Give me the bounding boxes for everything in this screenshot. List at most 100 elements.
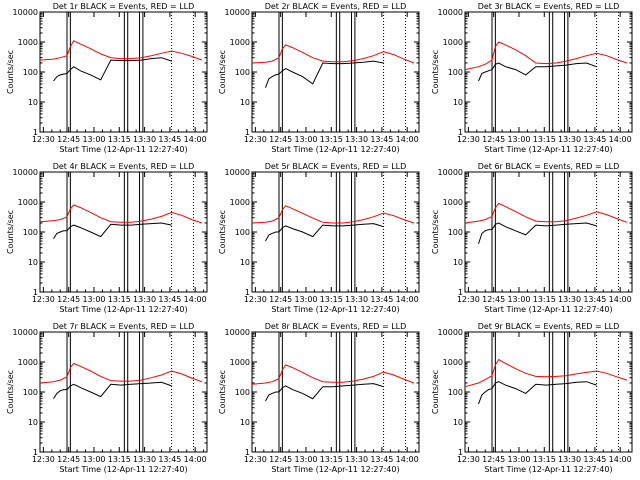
y-tick-label: 1 — [458, 288, 463, 297]
x-tick-label: 13:45 — [583, 455, 606, 464]
x-tick-label: 13:15 — [533, 135, 556, 144]
lld-series-line — [251, 205, 415, 224]
y-tick-label: 10000 — [13, 8, 38, 17]
x-axis-label: Start Time (12-Apr-11 12:27:40) — [484, 305, 612, 314]
x-tick-label: 12:30 — [32, 135, 55, 144]
y-tick-label: 10000 — [225, 168, 250, 177]
x-tick-label: 14:00 — [184, 455, 207, 464]
y-tick-label: 100 — [23, 388, 38, 397]
x-tick-label: 13:00 — [82, 135, 105, 144]
panel-title: Det 1r BLACK = Events, RED = LLD — [53, 2, 195, 11]
x-tick-label: 12:45 — [57, 455, 80, 464]
y-tick-label: 10 — [240, 418, 250, 427]
x-tick-label: 13:00 — [294, 135, 317, 144]
y-tick-label: 100 — [448, 388, 463, 397]
events-series-line — [478, 62, 597, 82]
y-tick-label: 10000 — [438, 328, 463, 337]
y-tick-label: 1 — [245, 448, 250, 457]
x-tick-label: 13:45 — [158, 455, 181, 464]
y-tick-label: 1000 — [443, 38, 463, 47]
x-tick-label: 13:30 — [345, 135, 368, 144]
panel-det-4: Det 4r BLACK = Events, RED = LLD 1 10 100 10… — [6, 162, 208, 314]
panel-det-8: Det 8r BLACK = Events, RED = LLD 1 10 100 10… — [218, 322, 420, 474]
y-tick-label: 10 — [28, 98, 38, 107]
x-tick-label: 14:00 — [396, 295, 419, 304]
events-series-line — [478, 222, 597, 245]
x-tick-label: 13:00 — [294, 455, 317, 464]
y-axis-label: Counts/sec — [431, 370, 440, 414]
x-tick-label: 12:30 — [457, 455, 480, 464]
y-tick-label: 10 — [453, 418, 463, 427]
x-tick-label: 12:30 — [457, 135, 480, 144]
x-tick-label: 12:30 — [32, 455, 55, 464]
x-tick-label: 12:45 — [482, 135, 505, 144]
y-tick-label: 10 — [28, 258, 38, 267]
x-axis-label: Start Time (12-Apr-11 12:27:40) — [271, 145, 399, 154]
lld-series-line — [39, 204, 203, 224]
x-tick-label: 12:45 — [269, 455, 292, 464]
panel-title: Det 4r BLACK = Events, RED = LLD — [53, 162, 195, 171]
x-tick-label: 14:00 — [609, 455, 632, 464]
x-tick-label: 14:00 — [184, 135, 207, 144]
x-tick-label: 12:45 — [57, 135, 80, 144]
y-tick-label: 100 — [235, 228, 250, 237]
y-tick-label: 1 — [245, 128, 250, 137]
x-tick-label: 13:00 — [82, 295, 105, 304]
x-tick-label: 13:30 — [133, 455, 156, 464]
x-axis-label: Start Time (12-Apr-11 12:27:40) — [59, 145, 187, 154]
y-tick-label: 10 — [240, 258, 250, 267]
x-tick-label: 13:15 — [320, 455, 343, 464]
x-tick-label: 12:30 — [244, 135, 267, 144]
y-tick-label: 1 — [33, 288, 38, 297]
y-tick-label: 100 — [448, 68, 463, 77]
x-tick-label: 12:30 — [457, 295, 480, 304]
x-tick-label: 13:45 — [370, 135, 393, 144]
x-tick-label: 13:00 — [507, 295, 530, 304]
y-tick-label: 10 — [28, 418, 38, 427]
y-tick-label: 1000 — [18, 198, 38, 207]
lld-series-line — [464, 202, 628, 224]
plot-frame — [39, 331, 208, 453]
lld-series-line — [251, 364, 415, 385]
panel-det-3: Det 3r BLACK = Events, RED = LLD 1 10 100 10… — [431, 2, 633, 154]
y-tick-label: 100 — [23, 228, 38, 237]
plot-frame — [251, 11, 420, 133]
panel-title: Det 3r BLACK = Events, RED = LLD — [478, 2, 620, 11]
x-tick-label: 14:00 — [396, 135, 419, 144]
panel-title: Det 8r BLACK = Events, RED = LLD — [265, 322, 407, 331]
panel-det-6: Det 6r BLACK = Events, RED = LLD 1 10 100 10… — [431, 162, 633, 314]
x-tick-label: 13:15 — [533, 455, 556, 464]
x-tick-label: 12:45 — [57, 295, 80, 304]
x-axis-label: Start Time (12-Apr-11 12:27:40) — [59, 305, 187, 314]
x-tick-label: 13:00 — [294, 295, 317, 304]
y-tick-label: 1000 — [230, 198, 250, 207]
x-tick-label: 13:30 — [345, 295, 368, 304]
x-tick-label: 13:15 — [108, 295, 131, 304]
y-tick-label: 1 — [33, 448, 38, 457]
x-tick-label: 13:45 — [158, 135, 181, 144]
events-series-line — [53, 222, 172, 239]
x-tick-label: 13:30 — [558, 295, 581, 304]
y-axis-label: Counts/sec — [431, 50, 440, 94]
y-tick-label: 1000 — [230, 38, 250, 47]
events-series-line — [265, 383, 384, 402]
y-tick-label: 10 — [453, 258, 463, 267]
lld-series-line — [39, 362, 203, 384]
panel-det-7: Det 7r BLACK = Events, RED = LLD 1 10 100 10… — [6, 322, 208, 474]
x-tick-label: 12:30 — [244, 455, 267, 464]
x-tick-label: 13:15 — [320, 135, 343, 144]
panel-title: Det 7r BLACK = Events, RED = LLD — [53, 322, 195, 331]
y-tick-label: 10000 — [438, 8, 463, 17]
x-tick-label: 14:00 — [609, 295, 632, 304]
x-tick-label: 13:00 — [82, 455, 105, 464]
x-axis-label: Start Time (12-Apr-11 12:27:40) — [59, 465, 187, 474]
events-series-line — [53, 57, 172, 82]
x-tick-label: 12:45 — [482, 455, 505, 464]
events-series-line — [478, 381, 597, 405]
y-axis-label: Counts/sec — [431, 210, 440, 254]
x-tick-label: 12:30 — [244, 295, 267, 304]
x-tick-label: 12:30 — [32, 295, 55, 304]
y-tick-label: 1 — [458, 128, 463, 137]
y-tick-label: 10000 — [13, 328, 38, 337]
